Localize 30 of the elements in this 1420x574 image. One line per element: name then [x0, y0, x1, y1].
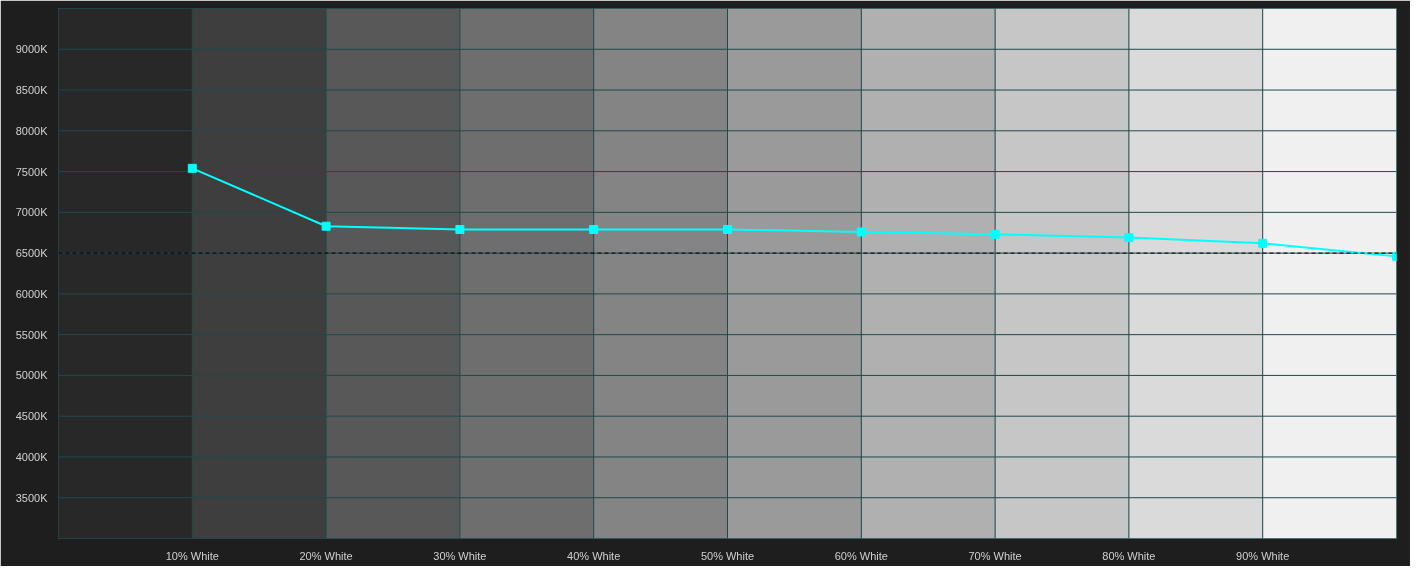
x-tick-label: 80% White [1102, 549, 1156, 562]
y-tick-label: 3500K [15, 491, 49, 504]
x-tick-label: 40% White [567, 549, 621, 562]
y-tick-label: 6500K [15, 247, 49, 260]
point [455, 224, 465, 234]
y-tick-label: 5500K [15, 328, 49, 341]
x-tick-label: 60% White [834, 549, 888, 562]
point [1124, 233, 1134, 243]
point [589, 224, 599, 234]
x-tick-label: 50% White [700, 549, 755, 562]
point [990, 229, 1000, 239]
y-tick-label: 7500K [15, 165, 49, 178]
x-tick-label: 10% White [165, 549, 219, 562]
point [187, 163, 197, 173]
x-tick-label: 90% White [1236, 549, 1290, 562]
y-tick-label: 6000K [15, 287, 49, 300]
y-tick-label: 9000K [15, 43, 49, 56]
y-tick-label: 8000K [15, 124, 49, 137]
y-tick-label: 8500K [15, 84, 49, 97]
point [321, 221, 331, 231]
y-tick-label: 7000K [15, 206, 49, 219]
y-tick-label: 4500K [15, 410, 49, 423]
point [1258, 238, 1268, 248]
point [723, 224, 732, 234]
y-tick-label: 4000K [15, 450, 49, 463]
x-tick-label: 30% White [433, 549, 487, 562]
y-tick-label: 5000K [15, 369, 49, 382]
x-tick-label: 70% White [968, 549, 1022, 562]
x-tick-label: 20% White [299, 549, 353, 562]
point [856, 227, 866, 237]
